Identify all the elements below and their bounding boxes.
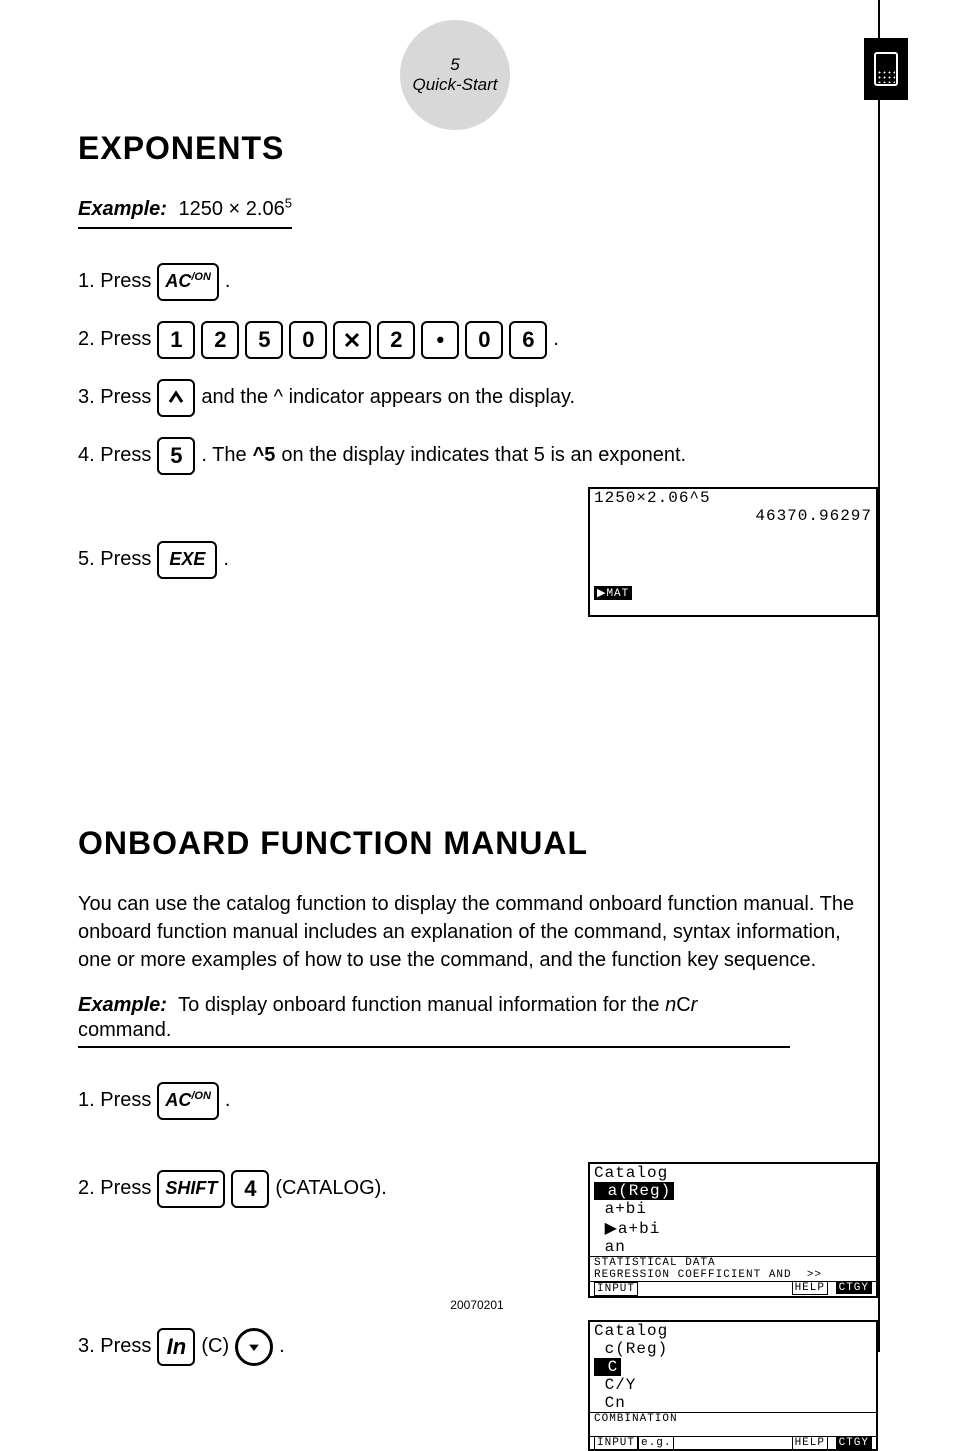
key-ac-on: AC/ON bbox=[157, 263, 219, 301]
key-multiply bbox=[333, 321, 371, 359]
page-right-border bbox=[878, 0, 880, 1352]
example-label: Example: bbox=[78, 198, 167, 223]
key-0: 0 bbox=[289, 321, 327, 359]
step2-3: 3. Press In (C) . Catalog c(Reg) C C/Y C… bbox=[78, 1328, 878, 1366]
key-ln: In bbox=[157, 1328, 195, 1366]
page-header-circle: 5 Quick-Start bbox=[400, 20, 510, 130]
key-caret bbox=[157, 379, 195, 417]
calculator-tab-icon bbox=[864, 38, 908, 100]
key-2b: 2 bbox=[377, 321, 415, 359]
key-2: 2 bbox=[201, 321, 239, 359]
example-row-2: Example: To display onboard function man… bbox=[78, 994, 790, 1048]
step-4: 4. Press 5 . The ^5 on the display indic… bbox=[78, 437, 878, 475]
key-exe: EXE bbox=[157, 541, 217, 579]
key-shift: SHIFT bbox=[157, 1170, 225, 1208]
lcd-display-2: Catalog a(Reg) a+bi ▶a+bi an STATISTICAL… bbox=[588, 1162, 878, 1298]
lcd1-line1: 1250×2.06^5 bbox=[590, 489, 876, 507]
example-expression: 1250 × 2.065 bbox=[179, 198, 292, 220]
lcd-display-3: Catalog c(Reg) C C/Y Cn COMBINATION INPU… bbox=[588, 1320, 878, 1451]
step-1: 1. Press AC/ON . bbox=[78, 263, 878, 301]
step2-2: 2. Press SHIFT 4 (CATALOG). Catalog a(Re… bbox=[78, 1170, 878, 1208]
page-footer: 20070201 bbox=[0, 1298, 954, 1312]
key-dot: • bbox=[421, 321, 459, 359]
page-content: EXPONENTS Example: 1250 × 2.065 1. Press… bbox=[78, 130, 878, 1386]
step2-1: 1. Press AC/ON . bbox=[78, 1082, 878, 1120]
step-5: 5. Press EXE . 1250×2.06^5 46370.96297 ▶… bbox=[78, 495, 878, 625]
step-2: 2. Press 1 2 5 0 2 • 0 6 . bbox=[78, 321, 878, 359]
key-5c: 5 bbox=[157, 437, 195, 475]
key-1: 1 bbox=[157, 321, 195, 359]
key-5: 5 bbox=[245, 321, 283, 359]
lcd1-tag: ▶MAT bbox=[594, 586, 632, 600]
key-ac-on-2: AC/ON bbox=[157, 1082, 219, 1120]
page-label: Quick-Start bbox=[412, 75, 497, 95]
example-label-2: Example: bbox=[78, 994, 167, 1019]
key-down-arrow bbox=[235, 1328, 273, 1366]
section-title-onboard: ONBOARD FUNCTION MANUAL bbox=[78, 825, 878, 862]
example-text-2: To display onboard function manual infor… bbox=[78, 994, 697, 1041]
caret5-bold: ^5 bbox=[253, 444, 276, 467]
lcd-display-1: 1250×2.06^5 46370.96297 ▶MAT bbox=[588, 487, 878, 617]
key-0b: 0 bbox=[465, 321, 503, 359]
key-4: 4 bbox=[231, 1170, 269, 1208]
section-onboard: ONBOARD FUNCTION MANUAL You can use the … bbox=[78, 825, 878, 1366]
onboard-paragraph: You can use the catalog function to disp… bbox=[78, 890, 878, 974]
section-title-exponents: EXPONENTS bbox=[78, 130, 878, 167]
step-3: 3. Press and the ^ indicator appears on … bbox=[78, 379, 878, 417]
page-number: 5 bbox=[450, 55, 459, 75]
key-6: 6 bbox=[509, 321, 547, 359]
lcd1-line2: 46370.96297 bbox=[590, 507, 876, 525]
example-row-1: Example: 1250 × 2.065 bbox=[78, 195, 292, 229]
